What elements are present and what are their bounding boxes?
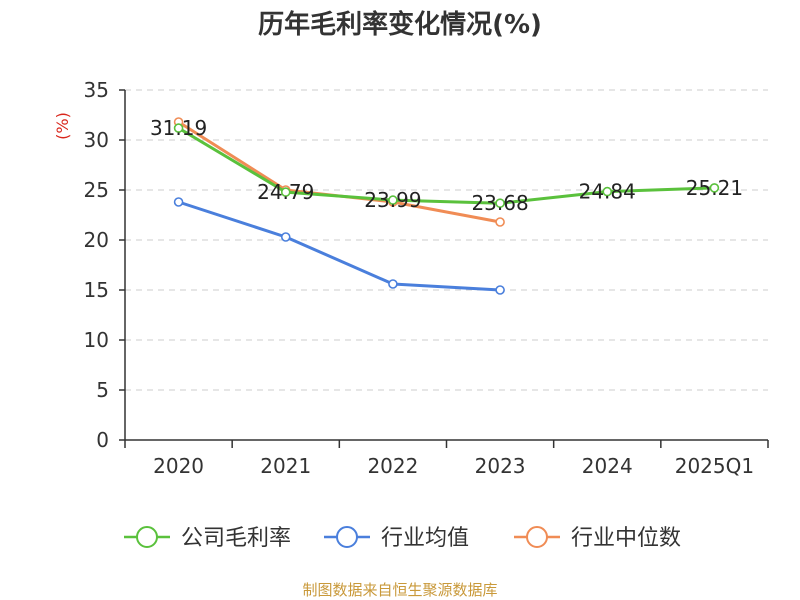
- series-line-1: [178, 200, 501, 292]
- y-tick-label: 35: [84, 78, 109, 102]
- data-point: [280, 232, 291, 242]
- x-tick-label: 2021: [260, 454, 311, 478]
- data-point: [173, 123, 184, 133]
- series-line-2: [177, 120, 501, 224]
- data-label: 23.99: [364, 188, 421, 212]
- legend-label: 行业均值: [381, 526, 469, 551]
- y-tick-label: 15: [84, 278, 109, 302]
- chart-title: 历年毛利率变化情况(%): [258, 9, 542, 40]
- x-tick-label: 2025Q1: [675, 454, 754, 478]
- series-line-0: [177, 126, 715, 205]
- x-tick-label: 2023: [475, 454, 526, 478]
- data-point: [495, 198, 505, 208]
- data-label: 23.68: [471, 191, 528, 215]
- x-tick-label: 2022: [367, 454, 418, 478]
- y-tick-label: 20: [84, 228, 109, 252]
- y-tick-label: 25: [84, 178, 109, 202]
- legend-marker: [136, 526, 158, 548]
- data-point: [495, 217, 505, 227]
- data-label: 24.84: [579, 180, 636, 204]
- data-label: 24.79: [257, 180, 314, 204]
- legend-label: 行业中位数: [571, 526, 681, 551]
- legend-marker: [336, 526, 358, 548]
- y-tick-label: 0: [96, 428, 109, 452]
- data-point: [173, 197, 184, 207]
- data-point: [495, 285, 505, 295]
- data-point: [709, 183, 720, 193]
- data-label: 25.21: [686, 176, 743, 200]
- data-point: [388, 279, 398, 289]
- data-point: [602, 186, 613, 197]
- data-point: [388, 195, 398, 205]
- x-tick-label: 2024: [582, 454, 633, 478]
- y-tick-label: 30: [84, 128, 109, 152]
- y-tick-label: 10: [84, 328, 109, 352]
- legend-label: 公司毛利率: [181, 526, 291, 551]
- y-tick-label: 5: [96, 378, 109, 402]
- source-footer: 制图数据来自恒生聚源数据库: [302, 581, 497, 599]
- x-tick-label: 2020: [153, 454, 204, 478]
- y-axis-label: (%): [53, 112, 72, 140]
- data-label: 31.19: [150, 116, 207, 140]
- data-point: [280, 187, 291, 197]
- legend-marker: [526, 526, 548, 548]
